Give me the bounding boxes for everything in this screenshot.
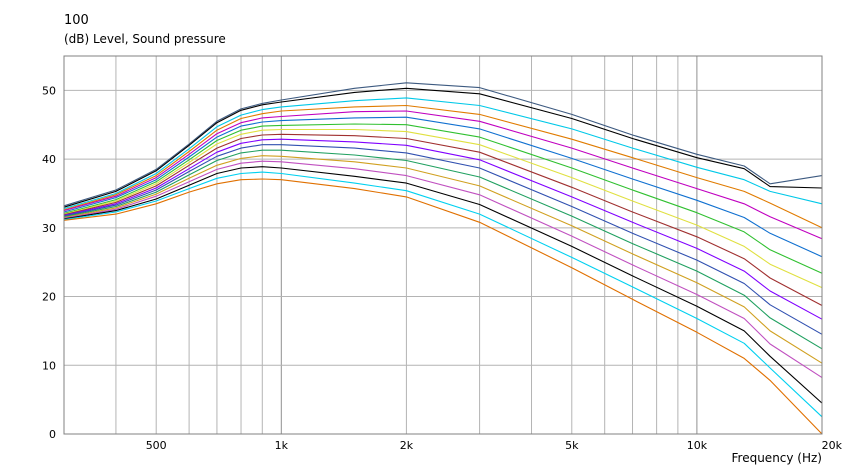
series-line-14 bbox=[63, 160, 823, 379]
y-tick-label: 40 bbox=[42, 153, 56, 166]
series-line-11 bbox=[63, 144, 823, 335]
plot-area bbox=[64, 56, 822, 434]
series-line-9 bbox=[63, 133, 823, 306]
x-tick-label: 20k bbox=[822, 439, 843, 452]
y-tick-label: 30 bbox=[42, 222, 56, 235]
y-tick-label: 0 bbox=[49, 428, 56, 441]
x-tick-label: 10k bbox=[687, 439, 708, 452]
x-tick-label: 5k bbox=[565, 439, 579, 452]
series-line-6 bbox=[63, 116, 823, 258]
chart-title: 100 bbox=[64, 13, 89, 28]
x-tick-label: 2k bbox=[400, 439, 414, 452]
series-line-3 bbox=[63, 97, 823, 210]
x-axis-label: Frequency (Hz) bbox=[731, 451, 823, 465]
series-line-4 bbox=[63, 104, 823, 229]
x-tick-label: 1k bbox=[275, 439, 289, 452]
series-line-7 bbox=[63, 123, 823, 274]
series-line-2 bbox=[63, 87, 823, 208]
series-line-10 bbox=[63, 138, 823, 320]
y-tick-label: 20 bbox=[42, 291, 56, 304]
y-tick-label: 50 bbox=[42, 84, 56, 97]
series-line-5 bbox=[63, 110, 823, 240]
x-tick-label: 500 bbox=[146, 439, 167, 452]
series-line-13 bbox=[63, 155, 823, 364]
series-line-1 bbox=[63, 82, 823, 207]
series-line-15 bbox=[63, 166, 823, 404]
y-axis-label: (dB) Level, Sound pressure bbox=[64, 32, 226, 46]
series-line-8 bbox=[63, 128, 823, 289]
series-line-17 bbox=[63, 178, 823, 435]
y-tick-label: 10 bbox=[42, 359, 56, 372]
series-line-16 bbox=[63, 171, 823, 418]
plot-border bbox=[63, 55, 823, 435]
series-line-12 bbox=[63, 149, 823, 350]
